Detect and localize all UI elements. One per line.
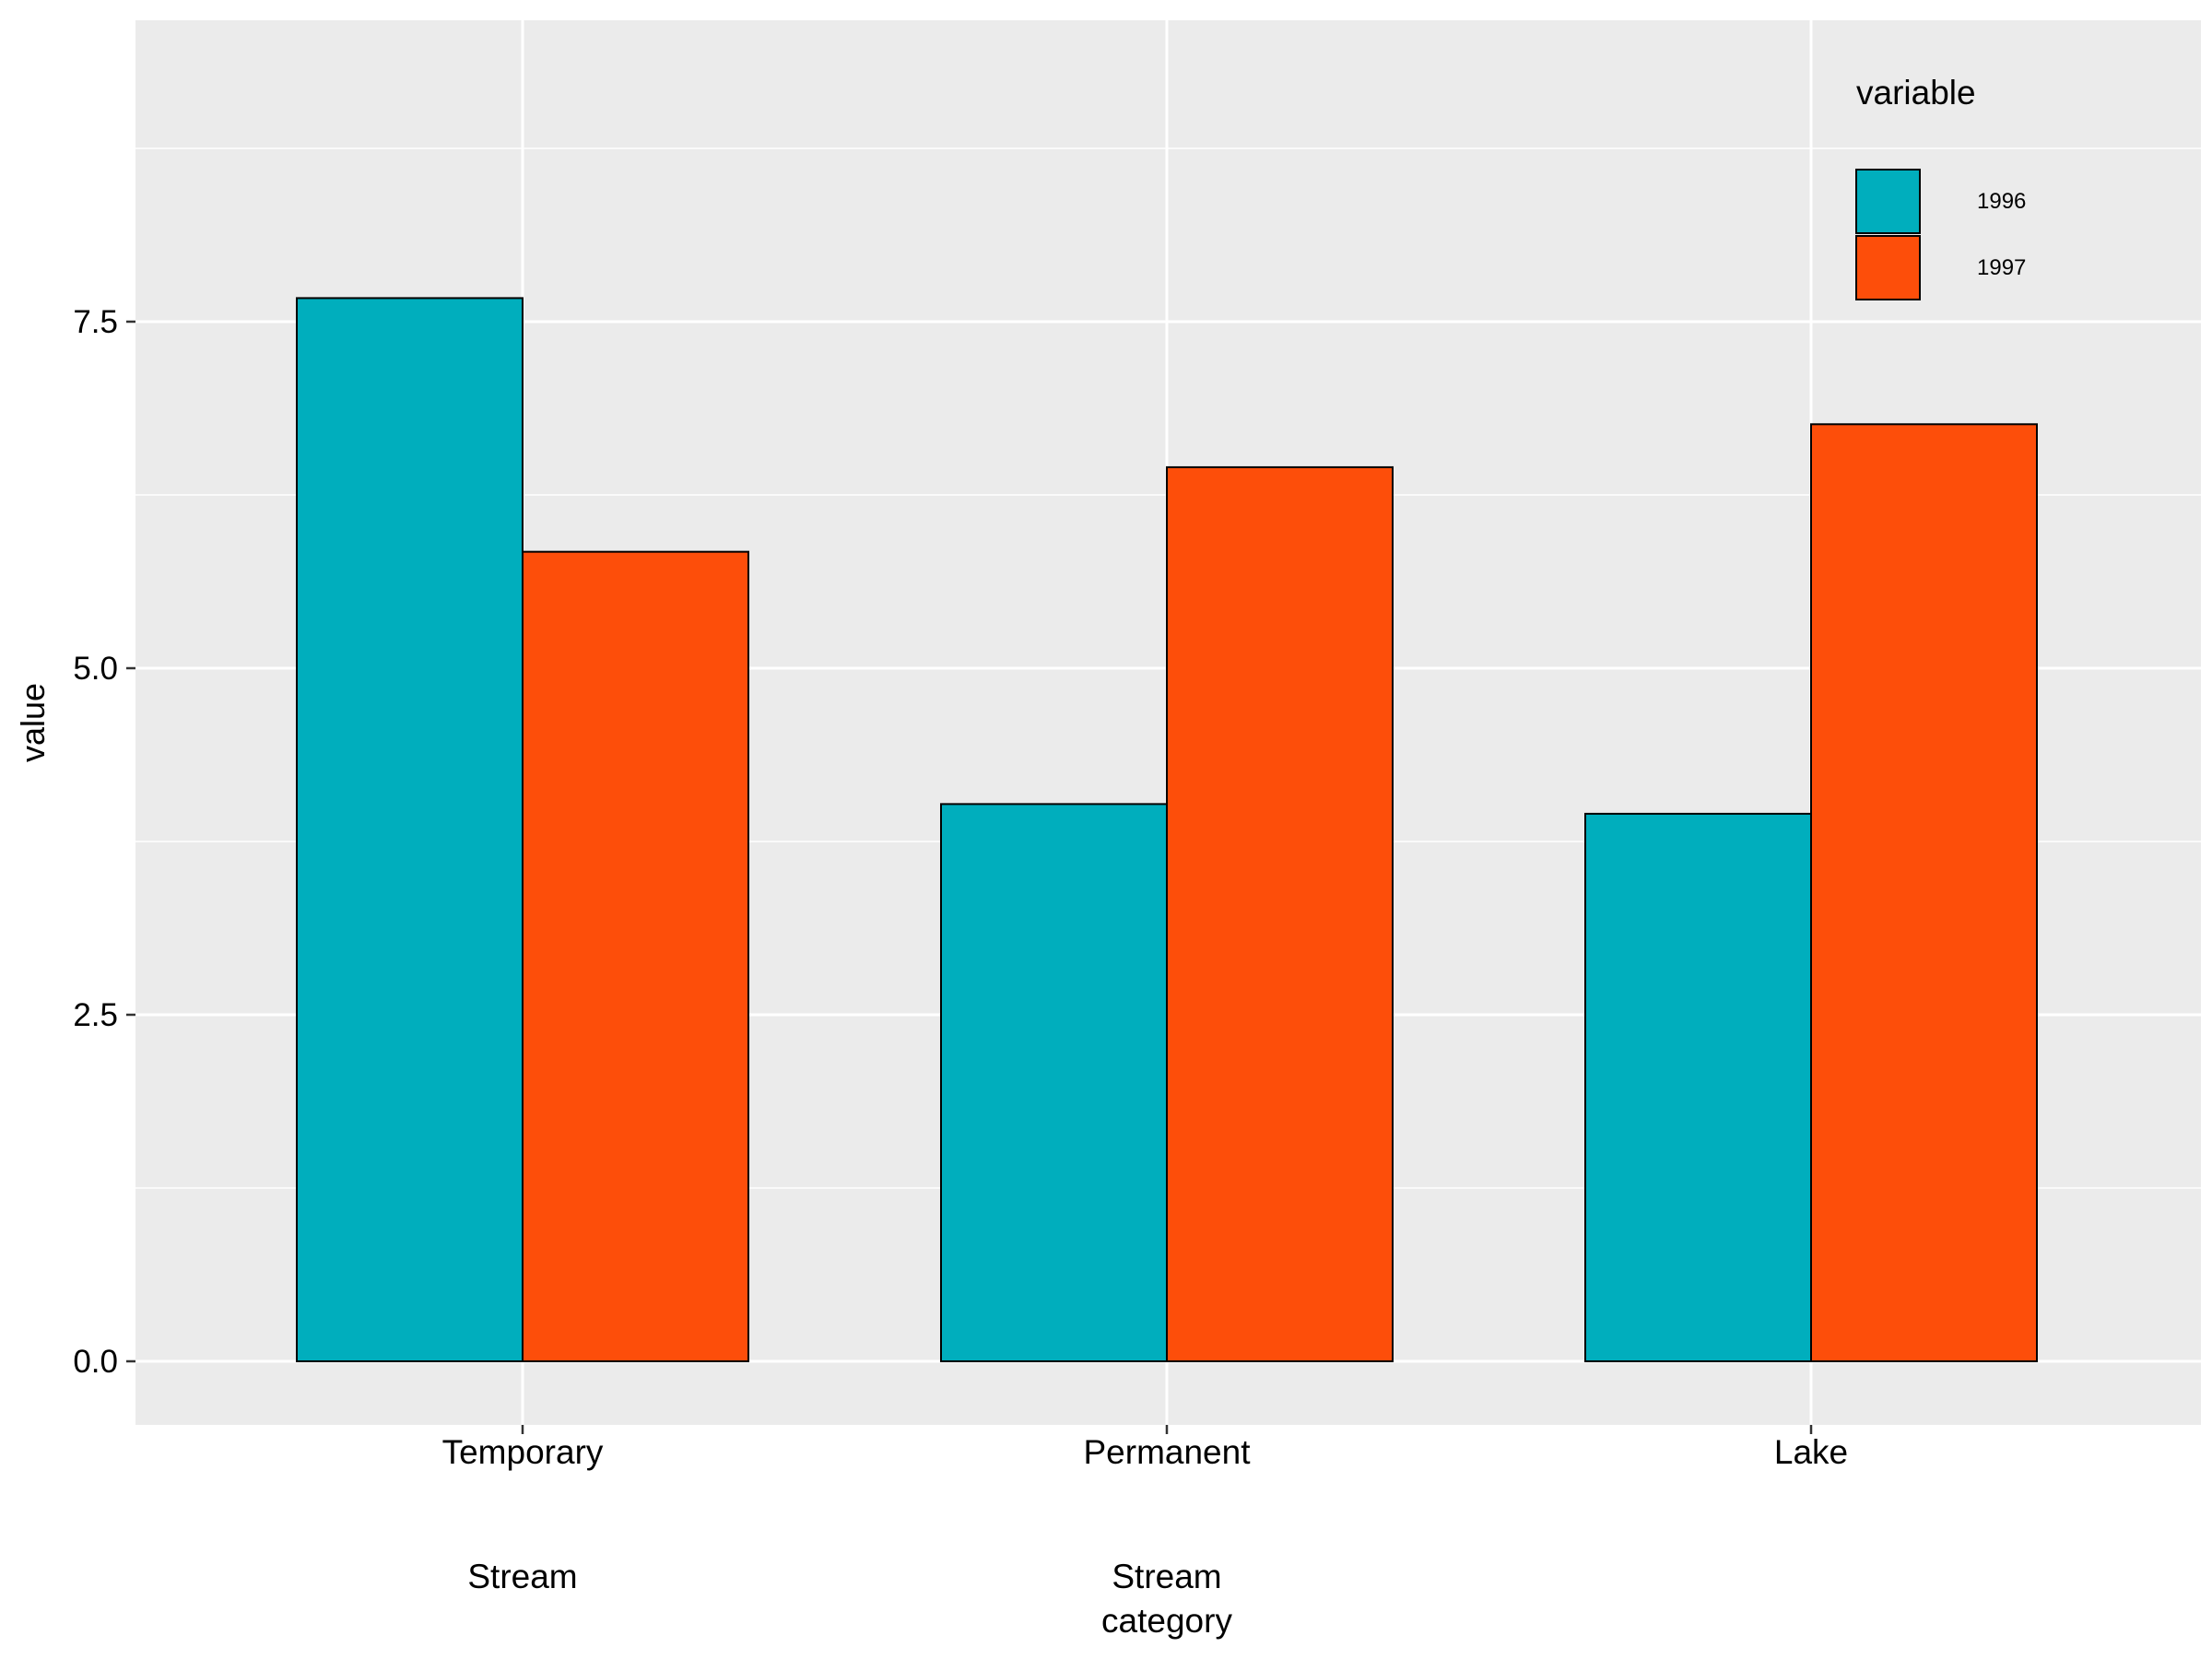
x-tick-label: Permanent [1084, 1433, 1252, 1471]
y-tick-label: 5.0 [73, 651, 118, 687]
x-axis: Temporary Stream Permanent Stream category La… [442, 1425, 1848, 1640]
bar-1996-permanent [940, 803, 1168, 1362]
x-tick-label: Temporary [442, 1433, 604, 1471]
x-tick-sublabel: Stream [467, 1558, 577, 1595]
x-tick-label: Lake [1774, 1433, 1848, 1471]
y-tick-label: 0.0 [73, 1344, 118, 1380]
x-tick-sublabel: Stream [1112, 1558, 1221, 1595]
y-tick-label: 2.5 [73, 997, 118, 1033]
y-axis-title: value [14, 683, 52, 762]
legend-label-1996: 1996 [1977, 189, 2026, 214]
y-axis: 0.0 2.5 5.0 7.5 [73, 304, 135, 1380]
x-tick-sublabel: category [1101, 1602, 1232, 1640]
legend-key-1996 [1855, 169, 1921, 234]
legend-key-1997 [1855, 235, 1921, 300]
legend-title: variable [1856, 74, 1976, 112]
legend: variable 1996 1997 [1855, 74, 2026, 300]
bar-1997-lake [1810, 423, 2038, 1362]
bar-1997-temporary [522, 550, 749, 1362]
bar-1996-temporary [296, 297, 524, 1362]
bar-1996-lake [1584, 812, 1812, 1362]
bars [296, 297, 2038, 1363]
legend-label-1997: 1997 [1977, 255, 2026, 280]
bar-1997-permanent [1166, 465, 1394, 1363]
y-tick-label: 7.5 [73, 304, 118, 340]
